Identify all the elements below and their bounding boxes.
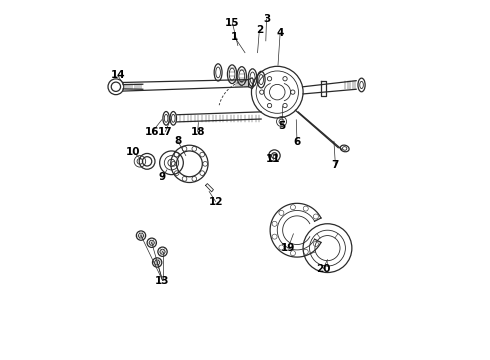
Text: 10: 10: [126, 147, 140, 157]
Text: 15: 15: [225, 18, 240, 28]
Text: 4: 4: [276, 28, 284, 38]
Text: 3: 3: [263, 14, 270, 24]
Text: 19: 19: [281, 243, 295, 253]
Text: 1: 1: [231, 32, 238, 41]
Text: 5: 5: [278, 121, 286, 131]
Text: 20: 20: [316, 264, 330, 274]
Text: 2: 2: [256, 25, 263, 35]
Text: 7: 7: [332, 159, 339, 170]
Text: 8: 8: [174, 136, 182, 146]
Text: 12: 12: [208, 197, 223, 207]
Text: 14: 14: [110, 70, 125, 80]
Text: 13: 13: [155, 276, 170, 286]
Text: 6: 6: [294, 137, 301, 147]
Text: 9: 9: [159, 172, 166, 182]
Text: 17: 17: [158, 127, 172, 136]
Text: 18: 18: [191, 127, 205, 136]
Text: 16: 16: [145, 127, 160, 136]
Text: 11: 11: [266, 154, 280, 164]
